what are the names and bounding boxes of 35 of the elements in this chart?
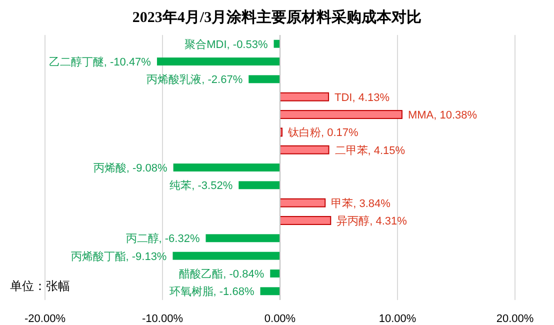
data-label: 丙烯酸, -9.08% bbox=[93, 162, 168, 174]
x-tick-label: 0.00% bbox=[264, 313, 296, 325]
x-tick-label: 20.00% bbox=[496, 313, 534, 325]
bar bbox=[270, 270, 280, 278]
data-label: MMA, 10.38% bbox=[408, 110, 478, 122]
data-label: 醋酸乙酯, -0.84% bbox=[179, 268, 264, 280]
data-label: 二甲苯, 4.15% bbox=[334, 144, 406, 157]
x-tick-label: -20.00% bbox=[24, 313, 66, 325]
bar bbox=[173, 164, 280, 172]
data-label: 丙二醇, -6.32% bbox=[126, 232, 200, 246]
bar bbox=[238, 181, 280, 190]
data-label: 乙二醇丁醚, -10.47% bbox=[48, 56, 152, 68]
bar bbox=[156, 58, 280, 66]
bar bbox=[248, 75, 280, 84]
data-label: 丙烯酸乳液, -2.67% bbox=[146, 73, 243, 86]
chart-title: 2023年4月/3月涂料主要原材料采购成本对比 bbox=[132, 8, 422, 26]
x-tick-label: 10.00% bbox=[378, 313, 416, 325]
annotation: 单位：张幅 bbox=[10, 279, 70, 293]
bar bbox=[280, 92, 330, 102]
data-label: 环氧树脂, -1.68% bbox=[169, 286, 254, 298]
data-label: 纯苯, -3.52% bbox=[170, 179, 233, 192]
data-label: 聚合MDI, -0.53% bbox=[184, 38, 268, 51]
data-label: TDI, 4.13% bbox=[334, 92, 390, 104]
x-tick-label: -10.00% bbox=[142, 313, 184, 325]
bar bbox=[172, 252, 280, 260]
data-label: 甲苯, 3.84% bbox=[331, 196, 391, 210]
data-label: 异丙醇, 4.31% bbox=[336, 214, 408, 228]
data-label: 钛白粉, 0.17% bbox=[286, 127, 359, 140]
bar bbox=[206, 234, 280, 242]
bar bbox=[280, 198, 326, 208]
bar bbox=[280, 145, 330, 154]
data-label: 丙烯酸丁酯, -9.13% bbox=[70, 250, 167, 263]
bar bbox=[260, 287, 280, 296]
bar bbox=[280, 216, 332, 225]
bar bbox=[280, 110, 402, 119]
